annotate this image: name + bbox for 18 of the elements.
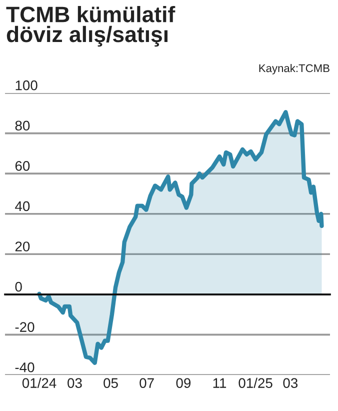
y-tick-label: 80 [15, 120, 30, 131]
x-tick-label: 11 [213, 378, 226, 388]
y-tick-label: 40 [15, 201, 30, 212]
x-tick-label: 01/24 [22, 378, 56, 388]
x-tick-label: 09 [176, 378, 191, 388]
y-tick-label: 60 [15, 160, 30, 171]
y-tick-label: -40 [15, 362, 34, 372]
y-tick-label: -20 [15, 322, 34, 332]
x-tick-label: 05 [104, 378, 118, 388]
x-tick-label: 01/25 [238, 378, 272, 388]
text: Kaynak:TCMB [259, 64, 330, 74]
x-tick-label: 03 [68, 378, 82, 388]
x-tick-label: 03 [283, 378, 298, 388]
y-tick-label: 20 [15, 242, 30, 252]
y-tick-label: 0 [15, 282, 22, 292]
chart-title: TCMB kümülatif döviz alış/satışı [6, 6, 176, 47]
y-tick-label: 100 [16, 80, 38, 90]
x-tick-label: 07 [140, 378, 154, 388]
